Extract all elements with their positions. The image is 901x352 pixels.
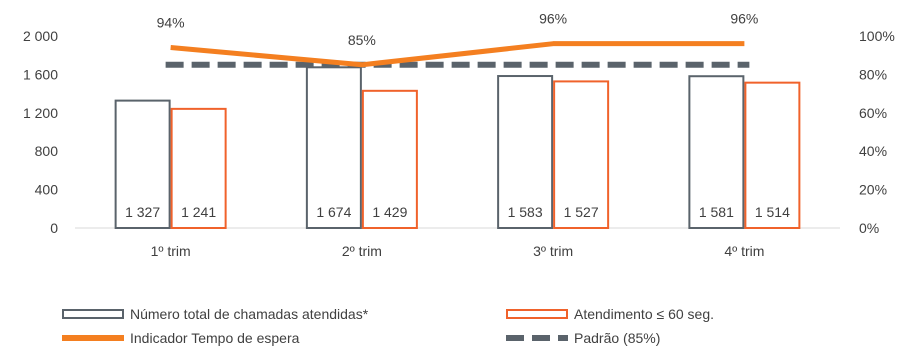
right-tick-label: 20% bbox=[859, 182, 887, 198]
indicator-data-label: 85% bbox=[348, 32, 376, 48]
bar-data-label: 1 583 bbox=[508, 204, 543, 220]
right-tick-label: 0% bbox=[859, 220, 879, 236]
right-tick-label: 80% bbox=[859, 66, 887, 82]
left-tick-label: 0 bbox=[50, 220, 58, 236]
left-tick-label: 1 200 bbox=[23, 105, 58, 121]
bar-1 bbox=[553, 80, 610, 229]
bar-1 bbox=[170, 107, 227, 229]
right-axis: 0% 20% 40% 60% 80% 100% bbox=[859, 28, 895, 236]
left-tick-label: 400 bbox=[35, 182, 59, 198]
indicator-data-label: 96% bbox=[730, 11, 758, 27]
bar-data-label: 1 429 bbox=[372, 204, 407, 220]
bar-data-label: 1 241 bbox=[181, 204, 216, 220]
bar-0 bbox=[688, 75, 745, 229]
bar-data-label: 1 527 bbox=[564, 204, 599, 220]
right-tick-label: 60% bbox=[859, 105, 887, 121]
bar-0 bbox=[114, 99, 171, 229]
right-tick-label: 100% bbox=[859, 28, 895, 44]
bars: 1 327 1 241 1 674 1 429 1 583 1 527 1 581 1 514 bbox=[114, 66, 801, 230]
right-tick-label: 40% bbox=[859, 143, 887, 159]
category-label: 1º trim bbox=[151, 243, 191, 259]
left-tick-label: 2 000 bbox=[23, 28, 58, 44]
category-label: 4º trim bbox=[724, 243, 764, 259]
bar-data-label: 1 581 bbox=[699, 204, 734, 220]
category-labels: 1º trim 2º trim 3º trim 4º trim bbox=[151, 243, 765, 259]
indicator-line bbox=[170, 41, 745, 68]
category-label: 2º trim bbox=[342, 243, 382, 259]
lines: 94% 85% 96% 96% bbox=[157, 11, 758, 68]
indicator-data-label: 96% bbox=[539, 11, 567, 27]
bar-1 bbox=[744, 81, 801, 229]
bar-1 bbox=[361, 89, 418, 230]
left-tick-label: 1 600 bbox=[23, 66, 58, 82]
bar-data-label: 1 514 bbox=[755, 204, 790, 220]
bar-0 bbox=[497, 75, 554, 229]
indicator-data-label: 94% bbox=[157, 15, 185, 31]
bar-data-label: 1 327 bbox=[125, 204, 160, 220]
bar-data-label: 1 674 bbox=[316, 204, 351, 220]
category-label: 3º trim bbox=[533, 243, 573, 259]
left-axis: 0 400 800 1 200 1 600 2 000 bbox=[23, 28, 58, 236]
left-tick-label: 800 bbox=[35, 143, 59, 159]
